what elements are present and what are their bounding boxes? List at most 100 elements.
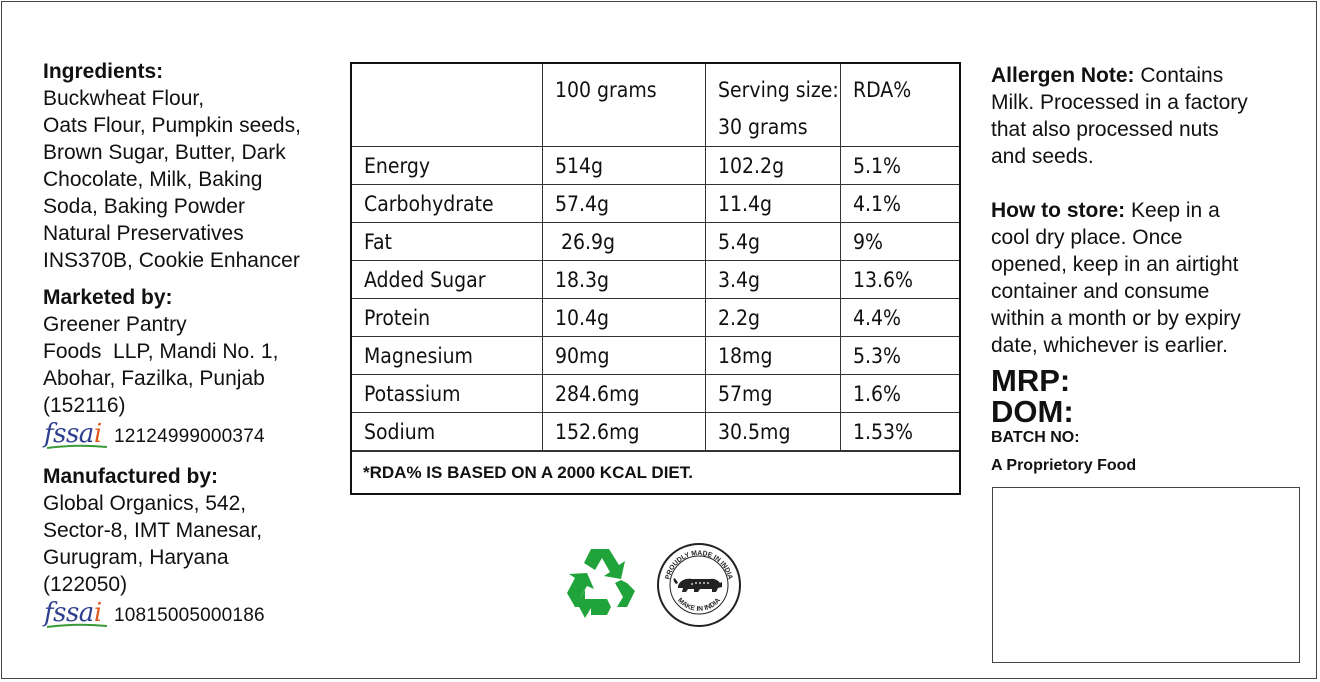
make-in-india-badge: PROUDLY MADE IN INDIA MAKE IN INDIA bbox=[657, 543, 741, 627]
rda-percent: 4.1% bbox=[840, 184, 959, 223]
nutrient-name: Potassium bbox=[352, 374, 543, 413]
allergen-line: Contains bbox=[1134, 64, 1224, 87]
per-serving: 3.4g bbox=[705, 260, 841, 299]
table-row: Carbohydrate 57.4g 11.4g 4.1% bbox=[352, 184, 959, 223]
proprietary-label: A Proprietory Food bbox=[991, 457, 1137, 474]
allergen-title: Allergen Note: bbox=[991, 64, 1135, 87]
store-line: container and consume bbox=[991, 280, 1210, 303]
fssai-license-number: 12124999000374 bbox=[114, 425, 265, 447]
per-serving: 30.5mg bbox=[705, 412, 841, 451]
nutrient-name: Sodium bbox=[352, 412, 543, 451]
ingredients-line: Brown Sugar, Butter, Dark bbox=[43, 141, 286, 164]
nutrient-name: Fat bbox=[352, 222, 543, 261]
per-100g: 18.3g bbox=[542, 260, 706, 299]
per-serving: 2.2g bbox=[705, 298, 841, 337]
table-row: Fat 26.9g 5.4g 9% bbox=[352, 222, 959, 261]
allergen-note: Allergen Note: Contains bbox=[991, 62, 1301, 89]
table-row: Energy 514g 102.2g 5.1% bbox=[352, 146, 959, 185]
fssai-logo: fssai bbox=[44, 600, 114, 630]
rda-percent: 1.6% bbox=[840, 374, 959, 413]
table-row: Sodium 152.6mg 30.5mg 1.53% bbox=[352, 412, 959, 451]
store-title: How to store: bbox=[991, 199, 1126, 222]
header-nutrient bbox=[352, 64, 543, 147]
table-row: Protein 10.4g 2.2g 4.4% bbox=[352, 298, 959, 337]
blank-print-box bbox=[992, 487, 1300, 663]
allergen-line: Milk. Processed in a factory bbox=[991, 91, 1248, 114]
fssai-license-number: 10815005000186 bbox=[114, 604, 265, 626]
marketed-line: (152116) bbox=[43, 394, 126, 417]
table-row: Added Sugar 18.3g 3.4g 13.6% bbox=[352, 260, 959, 299]
manufactured-line: Gurugram, Haryana bbox=[43, 546, 229, 569]
header-rda: RDA% bbox=[840, 64, 959, 147]
marketed-fssai: fssai 12124999000374 bbox=[43, 419, 338, 453]
nutrition-table: 100 grams Serving size: 30 grams RDA% Ene… bbox=[350, 62, 961, 495]
table-header-row: 100 grams Serving size: 30 grams RDA% bbox=[352, 64, 959, 147]
marketed-line: Abohar, Fazilka, Punjab bbox=[43, 367, 265, 390]
marketed-line: Foods LLP, Mandi No. 1, bbox=[43, 340, 279, 363]
per-serving: 18mg bbox=[705, 336, 841, 375]
fssai-logo: fssai bbox=[44, 421, 114, 451]
mrp-label: MRP: bbox=[991, 363, 1071, 398]
manufactured-line: (122050) bbox=[43, 573, 128, 596]
right-column: Allergen Note: Contains Milk. Processed … bbox=[991, 62, 1301, 477]
allergen-line: that also processed nuts bbox=[991, 118, 1219, 141]
per-serving: 11.4g bbox=[705, 184, 841, 223]
per-100g: 152.6mg bbox=[542, 412, 706, 451]
ingredients-line: INS370B, Cookie Enhancer bbox=[43, 249, 300, 272]
nutrient-name: Magnesium bbox=[352, 336, 543, 375]
recycle-icon bbox=[567, 549, 635, 618]
per-serving: 102.2g bbox=[705, 146, 841, 185]
nutrient-name: Carbohydrate bbox=[352, 184, 543, 223]
per-100g: 90mg bbox=[542, 336, 706, 375]
ingredients-line: Buckwheat Flour, bbox=[43, 87, 205, 110]
rda-percent: 4.4% bbox=[840, 298, 959, 337]
per-100g: 10.4g bbox=[542, 298, 706, 337]
allergen-line: and seeds. bbox=[991, 145, 1094, 168]
ingredients-line: Chocolate, Milk, Baking bbox=[43, 168, 263, 191]
rda-percent: 9% bbox=[840, 222, 959, 261]
manufactured-line: Sector-8, IMT Manesar, bbox=[43, 519, 263, 542]
store-line: date, whichever is earlier. bbox=[991, 334, 1228, 357]
table-row: Magnesium 90mg 18mg 5.3% bbox=[352, 336, 959, 375]
fssai-logo-text: fssai bbox=[44, 598, 102, 628]
nutrient-name: Energy bbox=[352, 146, 543, 185]
store-line: Keep in a bbox=[1125, 199, 1220, 222]
manufactured-title: Manufactured by: bbox=[43, 465, 219, 488]
manufactured-fssai: fssai 10815005000186 bbox=[43, 598, 338, 632]
lion-icon bbox=[673, 578, 722, 592]
header-serving-line2: 30 grams bbox=[718, 115, 808, 139]
dom-label: DOM: bbox=[991, 394, 1074, 429]
store-line: cool dry place. Once bbox=[991, 226, 1183, 249]
header-serving-line1: Serving size: bbox=[718, 78, 839, 102]
fssai-logo-text: fssai bbox=[44, 419, 102, 449]
rda-percent: 1.53% bbox=[840, 412, 959, 451]
storage-note: How to store: Keep in a bbox=[991, 197, 1301, 224]
rda-percent: 5.1% bbox=[840, 146, 959, 185]
left-column: Ingredients: Buckwheat Flour, Oats Flour… bbox=[43, 58, 338, 632]
nutrient-name: Protein bbox=[352, 298, 543, 337]
per-100g: 284.6mg bbox=[542, 374, 706, 413]
per-100g: 514g bbox=[542, 146, 706, 185]
table-row: Potassium 284.6mg 57mg 1.6% bbox=[352, 374, 959, 413]
manufactured-line: Global Organics, 542, bbox=[43, 492, 247, 515]
per-serving: 5.4g bbox=[705, 222, 841, 261]
store-line: opened, keep in an airtight bbox=[991, 253, 1239, 276]
rda-percent: 5.3% bbox=[840, 336, 959, 375]
rda-percent: 13.6% bbox=[840, 260, 959, 299]
store-line: within a month or by expiry bbox=[991, 307, 1241, 330]
marketed-title: Marketed by: bbox=[43, 286, 173, 309]
rda-footnote: *RDA% IS BASED ON A 2000 KCAL DIET. bbox=[352, 451, 959, 493]
header-serving: Serving size: 30 grams bbox=[705, 64, 841, 147]
header-per-100g: 100 grams bbox=[542, 64, 706, 147]
marketed-line: Greener Pantry bbox=[43, 313, 187, 336]
per-serving: 57mg bbox=[705, 374, 841, 413]
nutrient-name: Added Sugar bbox=[352, 260, 543, 299]
ingredients-line: Soda, Baking Powder bbox=[43, 195, 245, 218]
per-100g: 57.4g bbox=[542, 184, 706, 223]
ingredients-line: Oats Flour, Pumpkin seeds, bbox=[43, 114, 301, 137]
per-100g: 26.9g bbox=[542, 222, 706, 261]
ingredients-title: Ingredients: bbox=[43, 60, 164, 83]
batch-label: BATCH NO: bbox=[991, 429, 1080, 446]
ingredients-line: Natural Preservatives bbox=[43, 222, 244, 245]
